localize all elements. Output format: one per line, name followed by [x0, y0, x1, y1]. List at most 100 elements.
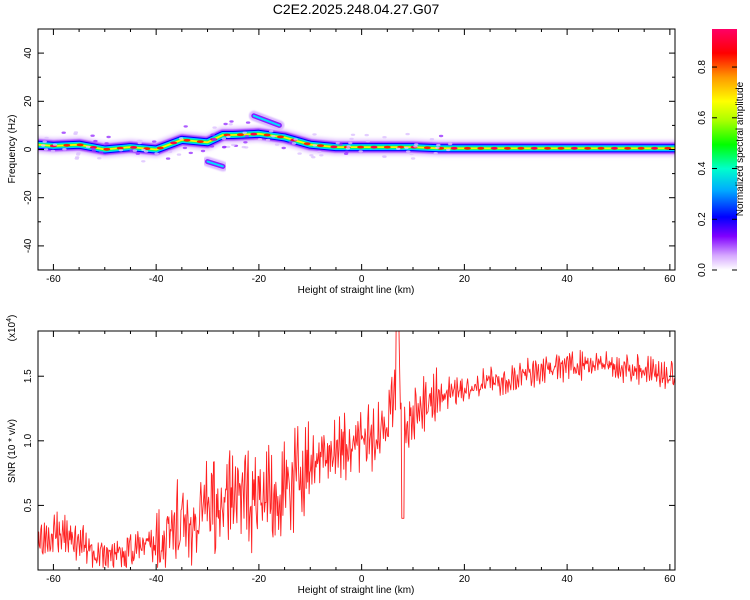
spectrogram-speckle — [52, 143, 58, 146]
spectrogram-speckle — [312, 144, 317, 147]
spectrogram-speckle — [212, 126, 217, 129]
colorbar-gradient — [712, 29, 737, 270]
spectrogram-speckle — [350, 133, 356, 136]
spectrogram-branch-core — [206, 160, 224, 168]
spectrogram-speckle — [242, 131, 247, 134]
spectrogram-speckle — [435, 146, 440, 149]
spectrogram-peak — [570, 146, 578, 150]
spectrogram-y-tick-label: -20 — [23, 190, 34, 205]
spectrogram-speckle — [311, 156, 316, 159]
spectrogram-speckle — [436, 143, 441, 147]
spectrogram-peak — [63, 143, 71, 147]
spectrogram-speckle — [433, 152, 438, 155]
spectrogram-speckle — [338, 143, 343, 146]
snr-y-axis-label: SNR (10 * v/v) — [7, 419, 18, 483]
snr-x-tick-label: -20 — [252, 574, 267, 585]
spectrogram-peak — [490, 146, 498, 150]
spectrogram-peak — [624, 146, 632, 150]
spectrogram-peak — [330, 145, 338, 149]
spectrogram-y-tick-label: -40 — [23, 238, 34, 253]
spectrogram-peak — [277, 135, 284, 139]
spectrogram-speckle — [413, 145, 418, 148]
spectrogram-peak — [557, 146, 565, 150]
spectrogram-speckle — [210, 133, 215, 136]
spectrogram-speckle — [229, 120, 234, 123]
snr-y-tick-label: 1.0 — [23, 433, 34, 447]
spectrogram-speckle — [312, 133, 317, 136]
spectrogram-peak — [303, 142, 311, 146]
spectrogram-speckle — [136, 139, 141, 143]
spectrogram-speckle — [288, 140, 294, 144]
spectrogram-speckle — [226, 135, 231, 138]
spectrogram-y-tick-label: 0 — [23, 146, 34, 152]
spectrogram-x-tick-label: 60 — [664, 274, 676, 285]
spectrogram-speckle — [41, 144, 46, 147]
spectrogram-speckle — [137, 141, 142, 145]
spectrogram-peak — [370, 145, 378, 149]
snr-series-line — [38, 331, 675, 568]
spectrogram-peak — [477, 146, 485, 150]
spectrogram-speckle — [231, 143, 236, 147]
spectrogram-speckle — [228, 123, 233, 126]
snr-y-tick-label: 0.5 — [23, 498, 34, 512]
spectrogram-speckle — [62, 148, 67, 151]
spectrogram-speckle — [448, 142, 453, 145]
spectrogram-speckle — [414, 143, 419, 146]
spectrogram-speckle — [154, 152, 159, 155]
spectrogram-speckle — [271, 135, 276, 138]
spectrogram-peak — [116, 146, 124, 150]
spectrogram-panel: -60 -40 -20 0 20 40 60 -40 -20 0 20 40 Height of st… — [7, 28, 676, 296]
spectrogram-speckle — [141, 160, 146, 163]
spectrogram-speckle — [167, 150, 173, 153]
spectrogram-speckle — [269, 130, 274, 133]
spectrogram-speckle — [104, 142, 109, 145]
spectrogram-speckle — [364, 133, 369, 137]
spectrogram-speckle — [297, 152, 302, 155]
spectrogram-speckle — [348, 141, 353, 145]
spectrogram-speckle — [345, 147, 351, 150]
spectrogram-peak — [530, 146, 538, 150]
spectrogram-peak — [544, 146, 552, 150]
spectrogram-speckle — [61, 131, 66, 134]
spectrogram-speckle — [141, 148, 146, 152]
spectrogram-speckle — [75, 156, 80, 159]
spectrogram-peak — [103, 147, 111, 151]
spectrogram-speckle — [226, 145, 231, 149]
spectrogram-peak — [423, 146, 431, 150]
spectrogram-speckle — [93, 139, 98, 143]
spectrogram-y-axis-label: Frequency (Hz) — [7, 115, 18, 184]
spectrogram-speckle — [211, 138, 217, 141]
spectrogram-speckle — [406, 150, 411, 153]
spectrogram-speckle — [90, 147, 96, 151]
spectrogram-speckle — [221, 137, 226, 140]
spectrogram-speckle — [44, 136, 49, 140]
spectrogram-peak — [584, 146, 592, 150]
colorbar-tick-label: 0.4 — [697, 161, 708, 175]
spectrogram-speckle — [293, 138, 298, 141]
spectrogram-peak — [450, 146, 458, 150]
spectrogram-speckle — [178, 137, 184, 140]
snr-x-tick-label: 40 — [562, 574, 574, 585]
spectrogram-peak — [183, 138, 191, 142]
spectrogram-speckle — [410, 157, 416, 160]
spectrogram-x-tick-label: 0 — [359, 274, 365, 285]
figure-title: C2E2.2025.248.04.27.G07 — [273, 1, 440, 17]
spectrogram-peak — [130, 146, 138, 149]
spectrogram-speckle — [91, 149, 97, 152]
snr-x-tick-label: 0 — [359, 574, 365, 585]
colorbar-tick-label: 0.2 — [697, 212, 708, 226]
snr-x-axis-label: Height of straight line (km) — [298, 585, 415, 596]
spectrogram-x-tick-label: -60 — [46, 274, 61, 285]
colorbar-label: Normalized spectral amplitude — [735, 81, 746, 216]
spectrogram-speckle — [90, 134, 95, 137]
spectrogram-speckle — [135, 152, 140, 155]
spectrogram-speckle — [446, 148, 451, 152]
spectrogram-peak — [504, 146, 511, 150]
spectrogram-peak — [651, 146, 658, 150]
spectrogram-speckle — [344, 150, 349, 153]
spectrogram-speckle — [309, 154, 314, 157]
spectrogram-speckle — [281, 146, 286, 150]
spectrogram-speckle — [346, 145, 351, 148]
spectrogram-speckle — [396, 147, 401, 150]
spectrogram-y-tick-label: 40 — [23, 47, 34, 59]
